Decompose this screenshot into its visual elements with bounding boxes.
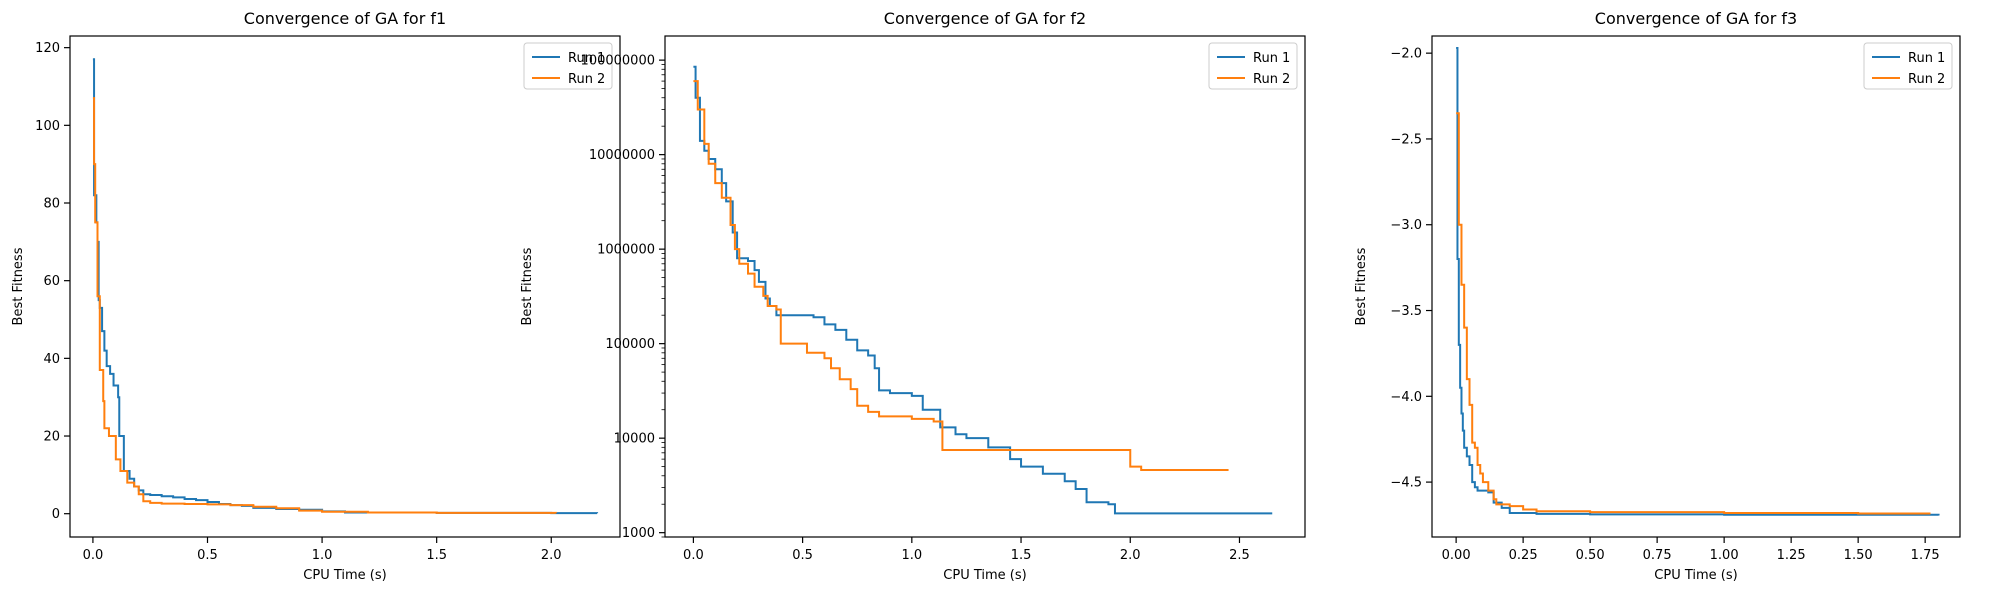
y-tick-label: 80 xyxy=(43,197,60,212)
legend: Run 1 Run 2 xyxy=(523,42,613,90)
chart-title: Convergence of GA for f3 xyxy=(1595,9,1797,28)
x-tick-label: 2.0 xyxy=(1120,548,1141,563)
y-tick-label: 10000000 xyxy=(589,148,655,163)
y-tick-label: 100 xyxy=(35,119,60,134)
x-tick-label: 0.50 xyxy=(1576,548,1605,563)
y-tick-label: 0 xyxy=(52,507,60,522)
x-tick-label: 1.0 xyxy=(312,548,333,563)
y-tick-label: 60 xyxy=(43,274,60,289)
legend-label: Run 1 xyxy=(568,51,605,66)
axes-frame xyxy=(69,35,621,538)
y-axis-label: Best Fitness xyxy=(1354,247,1369,325)
x-tick-label: 0.5 xyxy=(197,548,218,563)
legend-label: Run 2 xyxy=(1908,72,1945,87)
y-tick-label: 40 xyxy=(43,352,60,367)
y-tick-label: 100000 xyxy=(605,337,655,352)
y-tick-label: 120 xyxy=(35,41,60,56)
y-tick-label: −2.5 xyxy=(1390,132,1422,147)
x-tick-label: 0.0 xyxy=(683,548,704,563)
chart-panel-f3: Convergence of GA for f3 0.00 0.25 0.50 0.75… xyxy=(1354,9,1961,583)
legend-label: Run 1 xyxy=(1908,51,1945,66)
y-axis-label: Best Fitness xyxy=(11,247,26,325)
legend-label: Run 1 xyxy=(1253,51,1290,66)
legend-label: Run 2 xyxy=(1253,72,1290,87)
series-line-run-2 xyxy=(693,80,1229,472)
x-tick-label: 1.25 xyxy=(1777,548,1806,563)
y-tick-label: 20 xyxy=(43,430,60,445)
y-tick-label: 100000000 xyxy=(581,54,655,69)
x-tick-label: 1.0 xyxy=(901,548,922,563)
x-axis-label: CPU Time (s) xyxy=(1654,568,1737,583)
y-tick-label: −3.5 xyxy=(1390,304,1422,319)
y-tick-label: 1000 xyxy=(622,526,655,541)
x-tick-label: 1.00 xyxy=(1710,548,1739,563)
series-line-run-2 xyxy=(1456,112,1931,515)
legend-label: Run 2 xyxy=(568,72,605,87)
y-tick-label: 10000 xyxy=(614,432,655,447)
axes-frame xyxy=(1431,35,1961,538)
legend: Run 1 Run 2 xyxy=(1863,42,1953,90)
chart-title: Convergence of GA for f2 xyxy=(884,9,1086,28)
y-tick-label: −2.0 xyxy=(1390,47,1422,62)
legend: Run 1 Run 2 xyxy=(1208,42,1298,90)
y-axis-label: Best Fitness xyxy=(520,247,535,325)
x-tick-label: 0.0 xyxy=(83,548,104,563)
x-axis-label: CPU Time (s) xyxy=(943,568,1026,583)
chart-panel-f1: Convergence of GA for f1 0.0 0.5 1.0 1.5 2.0 0… xyxy=(11,9,621,583)
y-tick-label: 1000000 xyxy=(597,243,655,258)
chart-title: Convergence of GA for f1 xyxy=(244,9,446,28)
x-tick-label: 2.5 xyxy=(1229,548,1250,563)
x-tick-label: 1.75 xyxy=(1911,548,1940,563)
y-tick-label: −4.5 xyxy=(1390,476,1422,491)
series-line-run-1 xyxy=(693,65,1273,515)
x-tick-label: 1.5 xyxy=(1011,548,1032,563)
chart-panel-f2: Convergence of GA for f2 0.0 0.5 1.0 1.5 2.0 2… xyxy=(520,9,1306,583)
x-axis-label: CPU Time (s) xyxy=(303,568,386,583)
series-line-run-2 xyxy=(92,97,557,514)
series-line-run-1 xyxy=(1456,47,1940,516)
x-tick-label: 1.50 xyxy=(1844,548,1873,563)
x-tick-label: 0.5 xyxy=(792,548,813,563)
y-tick-label: −3.0 xyxy=(1390,218,1422,233)
x-tick-label: 0.25 xyxy=(1509,548,1538,563)
x-tick-label: 0.00 xyxy=(1442,548,1471,563)
x-tick-label: 2.0 xyxy=(541,548,562,563)
y-tick-label: −4.0 xyxy=(1390,390,1422,405)
x-tick-label: 1.5 xyxy=(426,548,447,563)
x-tick-label: 0.75 xyxy=(1643,548,1672,563)
